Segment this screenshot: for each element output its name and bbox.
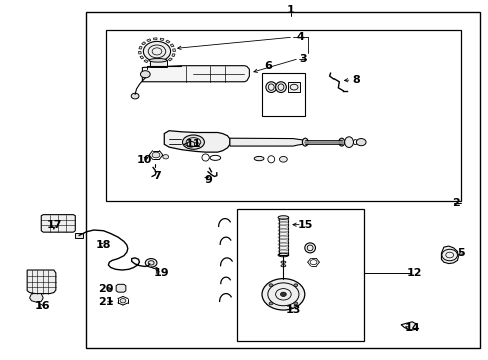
Ellipse shape bbox=[302, 138, 307, 146]
Circle shape bbox=[120, 298, 125, 303]
Polygon shape bbox=[163, 61, 167, 64]
Polygon shape bbox=[41, 215, 75, 232]
Text: 21: 21 bbox=[98, 297, 113, 307]
Ellipse shape bbox=[304, 243, 315, 253]
Ellipse shape bbox=[149, 59, 166, 62]
Ellipse shape bbox=[338, 138, 344, 146]
Ellipse shape bbox=[344, 137, 353, 148]
Polygon shape bbox=[139, 46, 142, 49]
Polygon shape bbox=[160, 38, 163, 41]
Polygon shape bbox=[150, 62, 154, 65]
Text: 13: 13 bbox=[285, 305, 300, 315]
Polygon shape bbox=[142, 66, 249, 82]
Polygon shape bbox=[165, 40, 170, 43]
Text: 4: 4 bbox=[296, 32, 304, 42]
Polygon shape bbox=[441, 246, 458, 264]
Text: 6: 6 bbox=[264, 61, 271, 71]
Polygon shape bbox=[142, 42, 145, 45]
Polygon shape bbox=[143, 60, 148, 63]
Ellipse shape bbox=[275, 82, 286, 93]
Circle shape bbox=[268, 284, 272, 287]
Circle shape bbox=[131, 93, 139, 99]
Circle shape bbox=[280, 292, 286, 296]
Polygon shape bbox=[140, 56, 143, 59]
Circle shape bbox=[187, 141, 195, 147]
Polygon shape bbox=[172, 49, 175, 51]
Text: 15: 15 bbox=[297, 220, 312, 230]
Polygon shape bbox=[170, 44, 174, 47]
Polygon shape bbox=[229, 138, 305, 146]
Circle shape bbox=[143, 41, 170, 62]
Polygon shape bbox=[157, 63, 160, 65]
Text: 12: 12 bbox=[406, 268, 422, 278]
Circle shape bbox=[279, 157, 287, 162]
Text: 19: 19 bbox=[154, 268, 169, 278]
Polygon shape bbox=[287, 82, 300, 93]
Text: 2: 2 bbox=[451, 198, 459, 208]
Ellipse shape bbox=[281, 265, 285, 267]
Polygon shape bbox=[116, 284, 125, 292]
Ellipse shape bbox=[281, 261, 285, 263]
Circle shape bbox=[262, 279, 304, 310]
Text: 14: 14 bbox=[404, 323, 419, 333]
Ellipse shape bbox=[265, 82, 276, 93]
Ellipse shape bbox=[278, 216, 288, 219]
Polygon shape bbox=[171, 54, 175, 57]
Circle shape bbox=[163, 155, 168, 159]
Circle shape bbox=[293, 284, 297, 287]
Polygon shape bbox=[27, 270, 56, 294]
Circle shape bbox=[356, 139, 366, 146]
Text: 16: 16 bbox=[35, 301, 50, 311]
Circle shape bbox=[152, 152, 160, 158]
Ellipse shape bbox=[254, 157, 264, 161]
Circle shape bbox=[293, 302, 297, 305]
Text: 17: 17 bbox=[47, 220, 62, 230]
Polygon shape bbox=[149, 60, 166, 67]
Polygon shape bbox=[30, 294, 43, 302]
Circle shape bbox=[194, 143, 199, 146]
Polygon shape bbox=[168, 58, 172, 61]
Polygon shape bbox=[400, 322, 416, 330]
Text: 5: 5 bbox=[456, 248, 464, 258]
Text: 3: 3 bbox=[299, 54, 306, 64]
Text: 1: 1 bbox=[286, 5, 294, 15]
Circle shape bbox=[268, 302, 272, 305]
Text: 8: 8 bbox=[352, 75, 360, 85]
Polygon shape bbox=[138, 51, 141, 54]
Polygon shape bbox=[153, 38, 157, 40]
Polygon shape bbox=[146, 39, 150, 42]
Text: 10: 10 bbox=[137, 156, 152, 165]
Text: 9: 9 bbox=[203, 175, 211, 185]
Polygon shape bbox=[75, 233, 83, 238]
Polygon shape bbox=[278, 217, 287, 255]
Text: 18: 18 bbox=[96, 240, 111, 250]
Circle shape bbox=[140, 71, 150, 78]
Polygon shape bbox=[164, 131, 229, 152]
Circle shape bbox=[145, 258, 157, 267]
Text: 7: 7 bbox=[153, 171, 161, 181]
Ellipse shape bbox=[182, 135, 204, 149]
Text: 11: 11 bbox=[185, 139, 201, 149]
Text: 20: 20 bbox=[98, 284, 113, 294]
